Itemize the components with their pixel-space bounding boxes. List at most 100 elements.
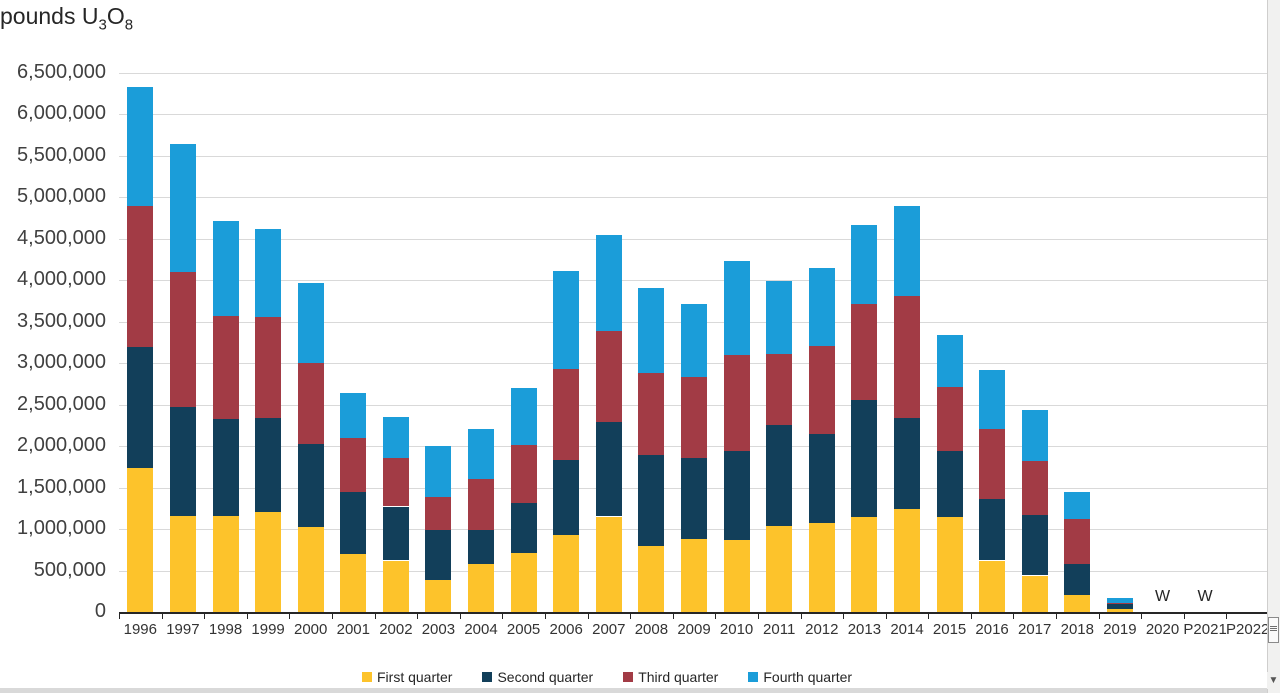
bar-segment-2010-first-quarter	[723, 539, 750, 612]
chart-title-sub8: 8	[124, 16, 134, 34]
x-axis-year-label: 2011	[763, 621, 796, 638]
bar-segment-2016-fourth-quarter	[979, 369, 1006, 430]
bar-segment-2019-first-quarter	[1106, 609, 1133, 612]
bar-segment-2010-fourth-quarter	[723, 260, 750, 355]
bar-segment-2012-second-quarter	[808, 434, 835, 524]
axis-tick	[502, 614, 504, 619]
bar-segment-1996-fourth-quarter	[127, 87, 154, 207]
chart-title-sub3: 3	[98, 16, 107, 34]
legend-label: Second quarter	[497, 669, 594, 685]
bar-segment-1998-third-quarter	[212, 315, 239, 420]
withheld-data-marker: W	[1154, 588, 1171, 605]
legend-item-fourth-quarter[interactable]: Fourth quarter	[748, 669, 852, 685]
scroll-down-button[interactable]: ▼	[1267, 672, 1280, 689]
bar-segment-2001-second-quarter	[340, 492, 367, 554]
y-axis-tick-label: 1,500,000	[17, 475, 106, 498]
bar-segment-2008-third-quarter	[638, 373, 665, 456]
legend-item-first-quarter[interactable]: First quarter	[362, 669, 452, 685]
bar-segment-1999-fourth-quarter	[255, 229, 282, 318]
y-axis-tick-label: 2,000,000	[17, 434, 106, 456]
x-axis-year-label: 2019	[1103, 621, 1137, 638]
axis-tick	[928, 614, 930, 619]
x-axis-year-label: 2009	[677, 621, 711, 638]
bar-segment-2006-third-quarter	[553, 368, 580, 461]
chart-title: pounds U3O8	[0, 3, 133, 34]
axis-tick	[246, 614, 248, 619]
gridline	[119, 238, 1269, 240]
bar-segment-2015-first-quarter	[936, 517, 963, 612]
x-axis-year-label: 2017	[1018, 621, 1052, 638]
y-axis-tick-label: 3,500,000	[17, 309, 106, 332]
vertical-scrollbar-thumb[interactable]	[1268, 617, 1279, 643]
bar-segment-2003-second-quarter	[425, 529, 452, 580]
bar-segment-1998-first-quarter	[212, 515, 239, 612]
axis-tick	[417, 614, 419, 619]
bar-segment-2009-fourth-quarter	[681, 304, 707, 378]
axis-tick	[119, 614, 120, 619]
vertical-scrollbar-track[interactable]	[1267, 0, 1280, 693]
withheld-data-marker: W	[1197, 588, 1213, 605]
bar-segment-1997-first-quarter	[169, 516, 196, 612]
bar-segment-2000-third-quarter	[297, 363, 324, 445]
axis-tick	[970, 614, 972, 619]
bar-segment-2003-fourth-quarter	[425, 446, 452, 497]
bar-segment-2005-fourth-quarter	[510, 387, 537, 446]
bar-segment-2018-fourth-quarter	[1064, 492, 1091, 519]
y-axis-tick-label: 4,500,000	[17, 226, 106, 249]
axis-tick	[544, 614, 546, 619]
gridline	[119, 197, 1269, 198]
y-axis-tick-label: 500,000	[33, 558, 106, 581]
bar-segment-2007-third-quarter	[595, 330, 622, 422]
bar-segment-2008-first-quarter	[638, 545, 665, 612]
x-axis-year-label: 2003	[421, 621, 456, 638]
scrollbar-grip-icon	[1270, 628, 1277, 629]
x-axis-year-label: 1999	[251, 621, 285, 638]
bar-segment-2010-second-quarter	[723, 451, 750, 540]
x-axis-year-label: 1998	[208, 621, 243, 638]
bar-segment-2003-first-quarter	[425, 579, 452, 612]
y-axis-tick-label: 2,500,000	[17, 392, 106, 415]
axis-tick	[1183, 614, 1185, 619]
bar-segment-2008-second-quarter	[638, 455, 665, 546]
bar-segment-2004-second-quarter	[468, 529, 494, 564]
gridline	[119, 72, 1269, 74]
x-axis-year-label: 2014	[890, 621, 924, 638]
bar-segment-2017-first-quarter	[1021, 575, 1048, 612]
legend-swatch-icon	[748, 672, 759, 682]
bar-segment-2018-second-quarter	[1064, 564, 1091, 595]
bar-segment-2000-second-quarter	[297, 444, 324, 528]
legend-label: Third quarter	[638, 669, 719, 685]
axis-tick	[204, 614, 206, 619]
bar-segment-2002-first-quarter	[382, 560, 409, 612]
x-axis-year-label: 2004	[464, 621, 498, 638]
bar-segment-2015-third-quarter	[936, 387, 963, 451]
bar-segment-1998-fourth-quarter	[212, 221, 239, 316]
chart-legend: First quarter Second quarter Third quarter…	[362, 669, 852, 685]
axis-tick	[1056, 614, 1057, 619]
axis-tick	[289, 614, 291, 619]
x-axis-year-label: 2020	[1145, 621, 1180, 638]
bar-segment-2015-fourth-quarter	[936, 334, 963, 388]
bar-segment-1996-third-quarter	[127, 206, 154, 348]
legend-item-second-quarter[interactable]: Second quarter	[482, 669, 593, 685]
bar-segment-1999-first-quarter	[255, 512, 282, 612]
bar-segment-1997-third-quarter	[169, 272, 196, 407]
bar-segment-2016-first-quarter	[979, 560, 1006, 612]
bar-segment-2007-first-quarter	[595, 516, 622, 612]
bar-segment-2017-third-quarter	[1021, 460, 1048, 515]
x-axis-year-label: 2016	[975, 621, 1009, 638]
axis-tick	[843, 614, 845, 619]
bar-segment-2003-third-quarter	[425, 496, 452, 530]
bar-segment-2012-third-quarter	[808, 346, 835, 435]
bar-segment-2004-first-quarter	[468, 563, 494, 612]
x-axis-year-label: P2021	[1183, 621, 1227, 638]
bar-segment-2017-fourth-quarter	[1021, 409, 1048, 461]
axis-tick	[800, 614, 802, 619]
bar-segment-2006-second-quarter	[553, 460, 580, 535]
legend-item-third-quarter[interactable]: Third quarter	[623, 669, 718, 685]
y-axis-tick-label: 0	[94, 600, 106, 622]
bar-segment-1996-first-quarter	[127, 468, 154, 612]
chart-title-text-o: O	[106, 3, 125, 29]
